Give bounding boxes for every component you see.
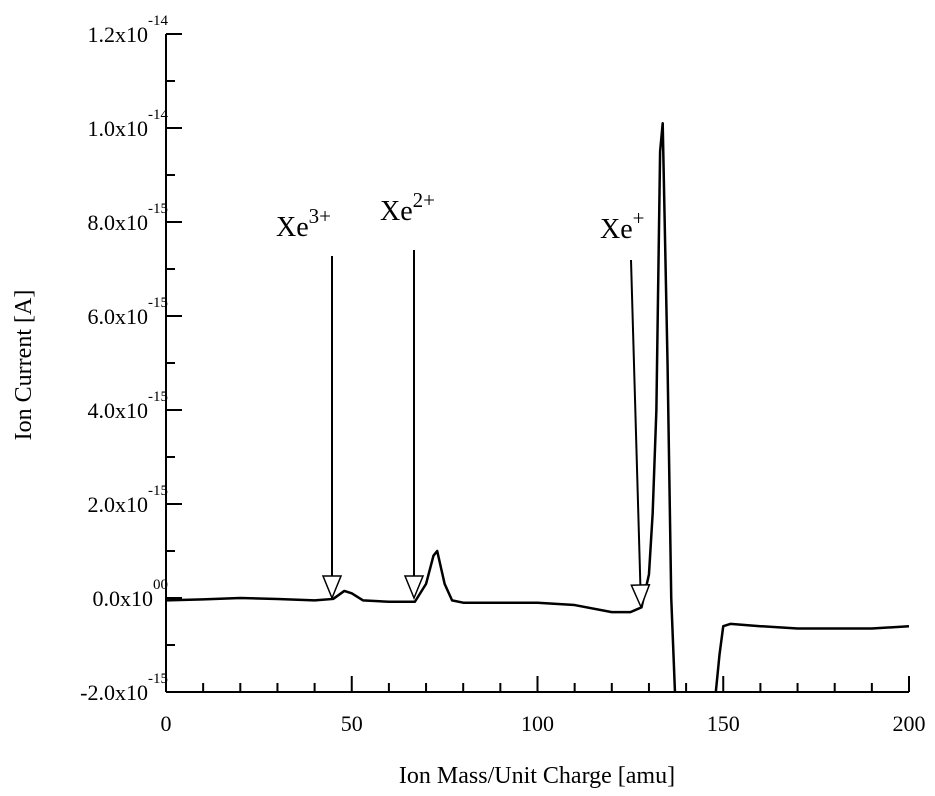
y-tick-mantissa: 8.0x10 <box>88 210 149 235</box>
y-tick-exponent: -15 <box>148 295 168 311</box>
annotation-arrowhead <box>630 583 651 609</box>
annotation-superscript: 3+ <box>309 204 331 228</box>
annotation-arrow <box>630 259 642 586</box>
data-line <box>166 122 909 692</box>
y-tick-mantissa: -2.0x10 <box>80 680 148 705</box>
annotation: Xe3+ <box>276 204 331 243</box>
y-tick-exponent: -14 <box>148 107 168 123</box>
y-tick-label: 2.0x10-15 <box>88 483 169 517</box>
y-tick-mantissa: 1.0x10 <box>88 116 149 141</box>
y-tick-mantissa: 2.0x10 <box>88 492 149 517</box>
annotation-superscript: + <box>633 206 645 230</box>
annotation-text: Xe <box>276 212 309 243</box>
y-tick-mantissa: 6.0x10 <box>88 304 149 329</box>
x-tick-label: 100 <box>521 711 554 736</box>
y-tick-exponent: -15 <box>148 389 168 405</box>
annotation-text: Xe <box>380 196 413 227</box>
y-tick-label: 1.2x10-14 <box>88 13 169 47</box>
y-tick-label: 8.0x10-15 <box>88 201 169 235</box>
y-tick-exponent: -14 <box>148 13 168 29</box>
y-tick-label: 1.0x10-14 <box>88 107 169 141</box>
x-tick-label: 0 <box>161 711 172 736</box>
x-tick-label: 200 <box>893 711 926 736</box>
y-tick-label: 0.0x1000 <box>93 577 169 611</box>
annotation: Xe2+ <box>380 188 435 227</box>
y-tick-mantissa: 4.0x10 <box>88 398 149 423</box>
y-tick-label: 6.0x10-15 <box>88 295 169 329</box>
y-tick-exponent: -15 <box>148 483 168 499</box>
x-tick-label: 50 <box>341 711 363 736</box>
annotation-arrowhead <box>321 575 343 600</box>
y-tick-mantissa: 1.2x10 <box>88 22 149 47</box>
annotation-arrowhead <box>403 575 425 600</box>
y-axis-title: Ion Current [A] <box>11 290 37 441</box>
x-axis-title: Ion Mass/Unit Charge [amu] <box>399 763 675 789</box>
x-tick-label: 150 <box>707 711 740 736</box>
annotation-text: Xe <box>600 214 633 245</box>
annotation-superscript: 2+ <box>413 188 435 212</box>
y-tick-exponent: 00 <box>153 577 168 593</box>
y-tick-mantissa: 0.0x10 <box>93 586 154 611</box>
y-tick-exponent: -15 <box>148 671 168 687</box>
annotation: Xe+ <box>600 206 645 245</box>
y-tick-label: -2.0x10-15 <box>80 671 168 705</box>
y-tick-exponent: -15 <box>148 201 168 217</box>
y-tick-label: 4.0x10-15 <box>88 389 169 423</box>
